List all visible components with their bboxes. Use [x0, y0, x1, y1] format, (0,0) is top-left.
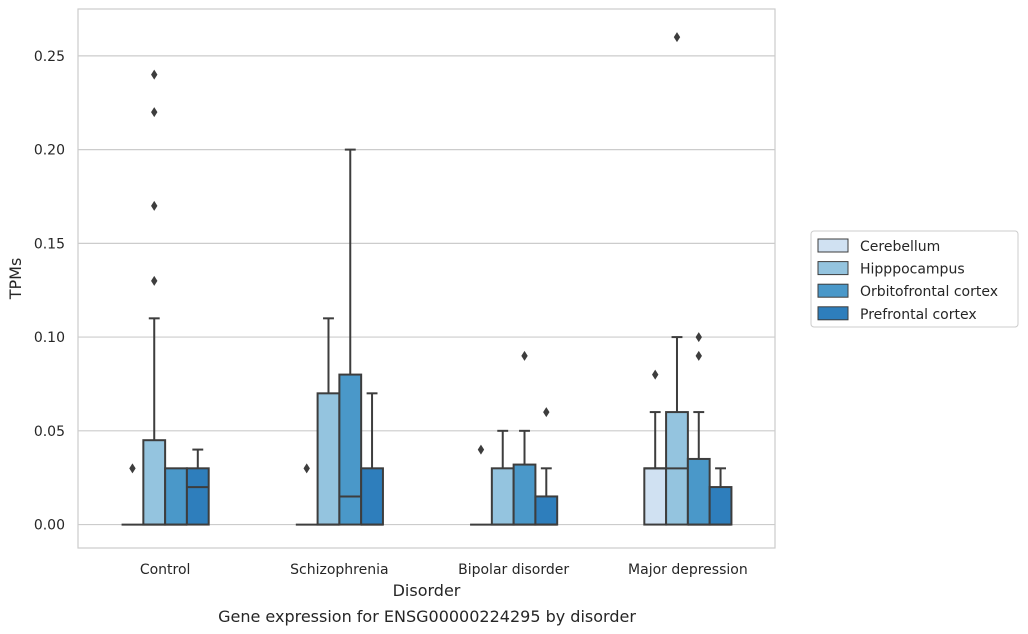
y-tick-label: 0.10 [34, 330, 65, 346]
x-tick-label: Bipolar disorder [458, 562, 569, 578]
x-tick-label: Control [140, 562, 191, 578]
box-prefrontal-cortex [534, 407, 559, 526]
box-hipppocampus [316, 317, 341, 526]
outlier-point [151, 200, 158, 211]
box-body [142, 439, 167, 526]
legend-swatch [817, 283, 849, 298]
legend-label: Hipppocampus [860, 262, 965, 278]
legend: Cerebellum Hipppocampus Orbitofrontal cort… [810, 230, 1019, 328]
outlier-point [151, 107, 158, 118]
chart-title: Gene expression for ENSG00000224295 by d… [218, 607, 636, 626]
box-body [643, 467, 668, 526]
outlier-point [652, 369, 659, 380]
y-tick-label: 0.25 [34, 49, 65, 65]
box-hipppocampus [142, 69, 167, 526]
legend-swatch [817, 238, 849, 253]
box-body [512, 463, 537, 526]
outlier-point [521, 350, 528, 361]
boxes [121, 32, 733, 526]
outlier-point [151, 69, 158, 80]
y-axis-label: TPMs [6, 258, 25, 301]
box-hipppocampus [665, 32, 689, 526]
box-prefrontal-cortex [185, 448, 210, 526]
y-tick-labels: 0.00 0.05 0.10 0.15 0.20 0.25 [34, 49, 65, 534]
box-prefrontal-cortex [360, 392, 384, 526]
box-body [185, 467, 210, 526]
box-orbitofrontal-cortex [686, 332, 711, 526]
box-body [490, 467, 515, 526]
box-body [316, 392, 341, 526]
outlier-point [673, 32, 681, 43]
plot-frame [77, 8, 776, 549]
legend-label: Cerebellum [860, 239, 940, 255]
box-body [360, 467, 384, 526]
box-body [708, 486, 733, 526]
legend-swatch [817, 306, 849, 321]
outlier-point [477, 444, 485, 455]
legend-swatch [817, 261, 849, 276]
outlier-point [151, 275, 158, 286]
box-cerebellum [121, 463, 144, 526]
x-axis-label: Disorder [393, 581, 461, 600]
outlier-point [303, 463, 310, 474]
box-orbitofrontal-cortex [338, 148, 363, 526]
outlier-point [695, 350, 702, 361]
box-orbitofrontal-cortex [512, 350, 537, 526]
y-tick-label: 0.05 [34, 424, 65, 440]
x-tick-labels: Control Schizophrenia Bipolar disorder Majo… [140, 562, 748, 578]
y-tick-label: 0.15 [34, 236, 65, 252]
box-body [338, 373, 363, 526]
box-orbitofrontal-cortex [164, 467, 188, 526]
box-body [164, 467, 188, 526]
box-cerebellum [470, 444, 492, 526]
box-body [686, 457, 711, 526]
box-body [534, 495, 559, 526]
legend-frame [810, 230, 1019, 328]
outlier-point [695, 332, 702, 343]
outlier-point [543, 407, 550, 418]
box-cerebellum [643, 369, 668, 526]
y-tick-label: 0.00 [34, 518, 65, 534]
box-cerebellum [295, 463, 318, 526]
box-hipppocampus [490, 429, 515, 526]
outlier-point [129, 463, 136, 474]
y-tick-label: 0.20 [34, 143, 65, 159]
x-tick-label: Schizophrenia [290, 562, 388, 578]
legend-label: Orbitofrontal cortex [860, 284, 998, 300]
box-prefrontal-cortex [708, 467, 733, 526]
x-tick-label: Major depression [628, 562, 748, 578]
legend-label: Prefrontal cortex [860, 307, 977, 323]
